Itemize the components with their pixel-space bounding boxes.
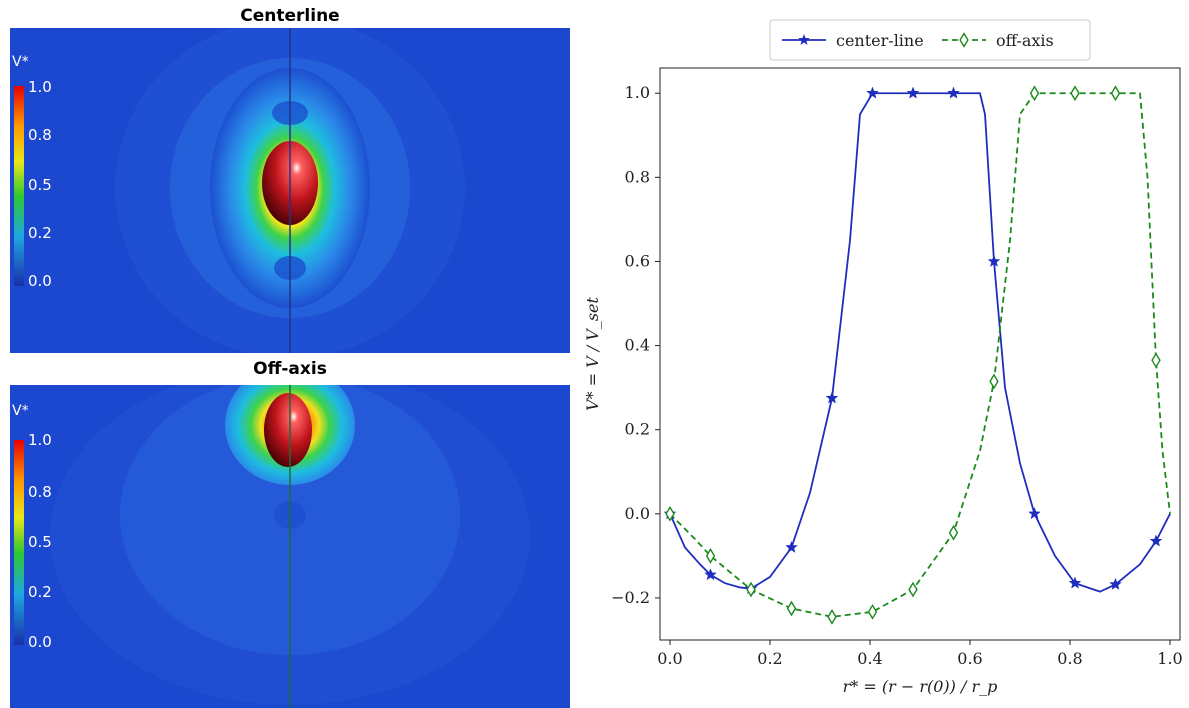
series-markers xyxy=(663,85,1163,625)
colorbar-tick: 0.2 xyxy=(28,224,52,242)
data-point-center-line xyxy=(1109,577,1122,590)
data-point-center-line xyxy=(947,86,960,99)
colorbar-tick: 1.0 xyxy=(28,78,52,96)
x-tick-label: 0.2 xyxy=(757,649,782,668)
colorbar-tick: 0.5 xyxy=(28,176,52,194)
y-tick-label: 0.2 xyxy=(625,420,650,439)
legend-box xyxy=(769,19,1091,61)
data-point-center-line xyxy=(785,540,798,553)
series-lines xyxy=(669,92,1171,618)
data-point-center-line xyxy=(1068,576,1082,589)
velocity-line-chart: center-line off-axis 0.0 0.2 0.4 0.6 0.8 1.0 −0… xyxy=(583,19,1183,696)
data-point-off-axis xyxy=(1110,85,1121,102)
data-point-off-axis xyxy=(908,581,918,598)
series-line-center-line xyxy=(669,92,1171,593)
x-tick-label: 0.8 xyxy=(1057,649,1082,668)
data-point-center-line xyxy=(825,391,839,404)
colorbar-title: V* xyxy=(12,54,29,70)
data-point-center-line xyxy=(866,86,879,99)
y-tick-label: 1.0 xyxy=(625,83,650,102)
y-tick-label: 0.8 xyxy=(625,167,650,186)
x-tick-label: 1.0 xyxy=(1157,649,1182,668)
colorbar-title: V* xyxy=(12,403,29,419)
x-tick-label: 0.4 xyxy=(857,649,882,668)
data-point-center-line xyxy=(987,254,1001,267)
data-point-off-axis xyxy=(867,603,878,620)
data-point-off-axis xyxy=(746,581,756,598)
data-point-off-axis xyxy=(665,505,675,522)
panel-title-off-axis: Off-axis xyxy=(253,359,327,379)
data-point-off-axis xyxy=(1151,352,1161,369)
legend-marker-center-line xyxy=(798,34,810,45)
colorbar-tick: 0.8 xyxy=(28,126,52,144)
colorbar-tick: 0.0 xyxy=(28,633,52,651)
legend-marker-off-axis xyxy=(959,32,969,48)
colorbar-tick: 0.8 xyxy=(28,483,52,501)
y-tick-label: −0.2 xyxy=(611,588,650,607)
x-axis-label: r* = (r − r(0)) / r_p xyxy=(843,677,998,696)
data-point-center-line xyxy=(1149,534,1163,547)
x-tick-label: 0.6 xyxy=(957,649,982,668)
data-point-off-axis xyxy=(1070,85,1080,102)
colorbar-tick: 0.0 xyxy=(28,272,52,290)
legend: center-line off-axis xyxy=(769,19,1091,61)
data-point-off-axis xyxy=(1029,85,1040,102)
panel-title-centerline: Centerline xyxy=(240,6,340,26)
data-point-center-line xyxy=(704,568,717,581)
simulation-panel-centerline: V* 1.0 0.8 0.5 0.2 0.0 xyxy=(10,28,570,353)
y-tick-label: 0.0 xyxy=(625,504,650,523)
colorbar-tick: 0.5 xyxy=(28,533,52,551)
data-point-off-axis xyxy=(827,609,837,625)
y-axis-label: V* = V / V_set xyxy=(583,296,602,410)
plot-frame xyxy=(659,67,1181,641)
y-tick-label: 0.4 xyxy=(625,336,650,355)
colorbar-tick: 0.2 xyxy=(28,583,52,601)
data-point-center-line xyxy=(906,86,920,99)
legend-label-off-axis: off-axis xyxy=(996,31,1054,50)
colorbar-tick: 1.0 xyxy=(28,431,52,449)
data-point-off-axis xyxy=(948,524,959,541)
legend-label-center-line: center-line xyxy=(836,31,924,50)
data-point-center-line xyxy=(1028,507,1041,520)
x-tick-label: 0.0 xyxy=(657,649,682,668)
series-line-off-axis xyxy=(669,92,1171,618)
data-point-off-axis xyxy=(786,600,797,617)
axis-ticks: 0.0 0.2 0.4 0.6 0.8 1.0 −0.2 0.0 0.2 0.4 0.6 0.8 1.0 xyxy=(611,83,1183,668)
simulation-panel-off-axis: V* 1.0 0.8 0.5 0.2 0.0 xyxy=(10,385,570,708)
y-tick-label: 0.6 xyxy=(625,251,650,270)
data-point-off-axis xyxy=(705,548,716,564)
data-point-off-axis xyxy=(989,373,999,390)
